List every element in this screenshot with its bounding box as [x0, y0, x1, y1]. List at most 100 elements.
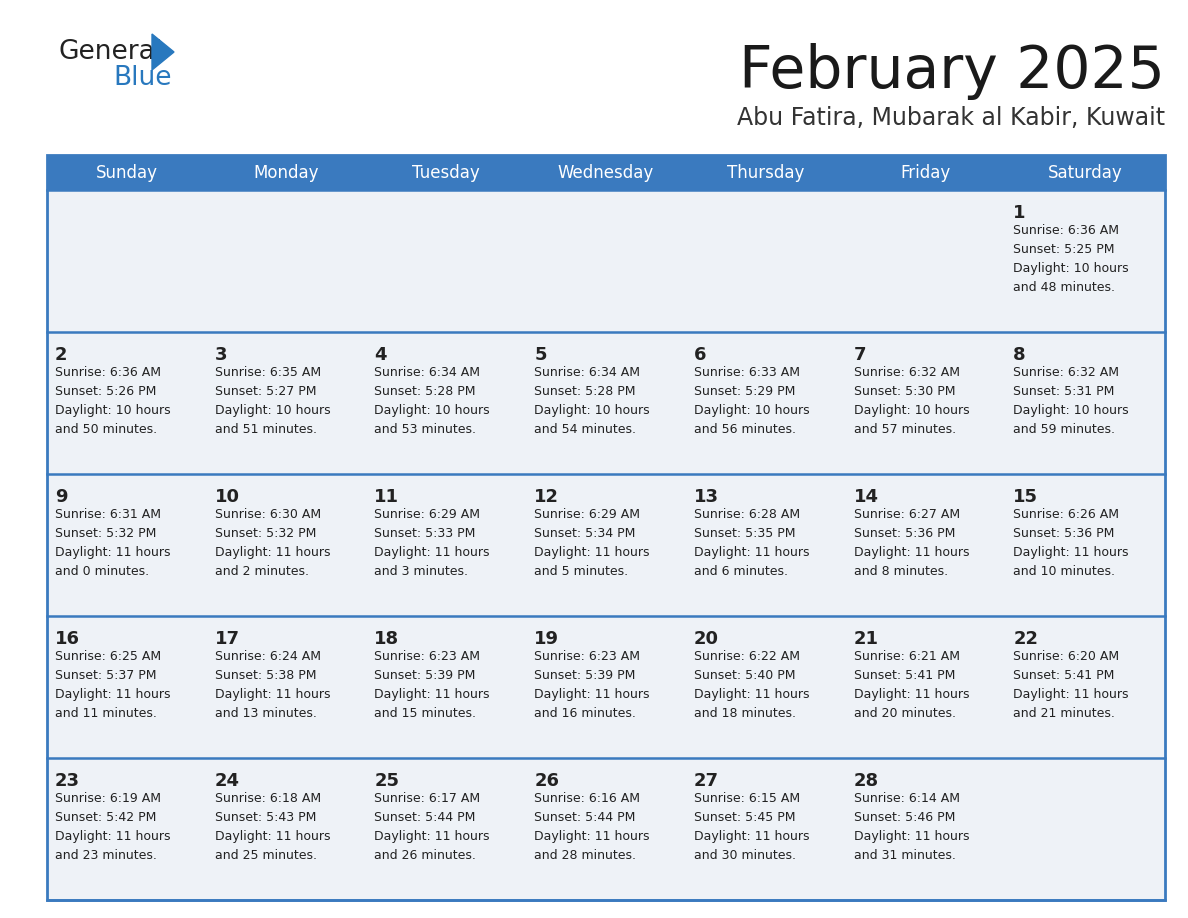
Text: and 56 minutes.: and 56 minutes.	[694, 423, 796, 436]
Text: Thursday: Thursday	[727, 163, 804, 182]
Bar	[366, 190, 526, 332]
Text: Sunrise: 6:18 AM: Sunrise: 6:18 AM	[215, 792, 321, 805]
Text: and 16 minutes.: and 16 minutes.	[535, 707, 636, 720]
Text: Daylight: 10 hours: Daylight: 10 hours	[374, 404, 491, 417]
Text: Sunset: 5:36 PM: Sunset: 5:36 PM	[1013, 527, 1114, 540]
Bar	[366, 616, 526, 758]
Bar	[846, 155, 1005, 190]
Text: 19: 19	[535, 630, 560, 648]
Bar	[48, 332, 207, 474]
Text: and 54 minutes.: and 54 minutes.	[535, 423, 636, 436]
Text: Sunrise: 6:19 AM: Sunrise: 6:19 AM	[55, 792, 162, 805]
Text: Daylight: 11 hours: Daylight: 11 hours	[55, 830, 171, 843]
Bar	[366, 155, 526, 190]
Text: and 23 minutes.: and 23 minutes.	[55, 849, 157, 862]
Bar	[526, 616, 685, 758]
Text: Sunrise: 6:17 AM: Sunrise: 6:17 AM	[374, 792, 481, 805]
Bar	[1005, 616, 1165, 758]
Text: Daylight: 11 hours: Daylight: 11 hours	[535, 688, 650, 701]
Bar	[1005, 332, 1165, 474]
Text: and 50 minutes.: and 50 minutes.	[55, 423, 157, 436]
Text: Sunset: 5:37 PM: Sunset: 5:37 PM	[55, 669, 157, 682]
Text: Saturday: Saturday	[1048, 163, 1123, 182]
Text: Sunset: 5:34 PM: Sunset: 5:34 PM	[535, 527, 636, 540]
Text: 12: 12	[535, 488, 560, 506]
Text: Daylight: 11 hours: Daylight: 11 hours	[1013, 546, 1129, 559]
Text: Wednesday: Wednesday	[558, 163, 655, 182]
Text: Sunset: 5:26 PM: Sunset: 5:26 PM	[55, 385, 157, 398]
Text: 16: 16	[55, 630, 80, 648]
Text: Sunset: 5:41 PM: Sunset: 5:41 PM	[1013, 669, 1114, 682]
Text: Sunset: 5:38 PM: Sunset: 5:38 PM	[215, 669, 316, 682]
Text: Daylight: 11 hours: Daylight: 11 hours	[55, 546, 171, 559]
Text: Sunrise: 6:14 AM: Sunrise: 6:14 AM	[853, 792, 960, 805]
Text: Sunrise: 6:33 AM: Sunrise: 6:33 AM	[694, 366, 800, 379]
Text: Sunrise: 6:25 AM: Sunrise: 6:25 AM	[55, 650, 162, 663]
Text: 17: 17	[215, 630, 240, 648]
Text: Sunrise: 6:22 AM: Sunrise: 6:22 AM	[694, 650, 800, 663]
Text: 22: 22	[1013, 630, 1038, 648]
Text: Sunrise: 6:24 AM: Sunrise: 6:24 AM	[215, 650, 321, 663]
Bar	[48, 155, 1165, 900]
Text: 7: 7	[853, 346, 866, 364]
Text: Sunset: 5:30 PM: Sunset: 5:30 PM	[853, 385, 955, 398]
Bar	[846, 190, 1005, 332]
Text: Daylight: 10 hours: Daylight: 10 hours	[215, 404, 330, 417]
Text: and 2 minutes.: and 2 minutes.	[215, 565, 309, 578]
Bar	[207, 332, 366, 474]
Text: Blue: Blue	[113, 65, 171, 91]
Bar	[1005, 190, 1165, 332]
Text: and 13 minutes.: and 13 minutes.	[215, 707, 316, 720]
Text: Daylight: 11 hours: Daylight: 11 hours	[374, 688, 489, 701]
Text: Daylight: 10 hours: Daylight: 10 hours	[55, 404, 171, 417]
Text: 14: 14	[853, 488, 879, 506]
Bar	[366, 332, 526, 474]
Text: Sunset: 5:39 PM: Sunset: 5:39 PM	[535, 669, 636, 682]
Text: Sunrise: 6:29 AM: Sunrise: 6:29 AM	[374, 508, 480, 521]
Text: and 48 minutes.: and 48 minutes.	[1013, 281, 1116, 294]
Text: and 0 minutes.: and 0 minutes.	[55, 565, 150, 578]
Text: Daylight: 11 hours: Daylight: 11 hours	[694, 830, 809, 843]
Bar	[207, 758, 366, 900]
Text: Sunset: 5:35 PM: Sunset: 5:35 PM	[694, 527, 795, 540]
Text: Daylight: 11 hours: Daylight: 11 hours	[853, 546, 969, 559]
Text: Sunset: 5:29 PM: Sunset: 5:29 PM	[694, 385, 795, 398]
Text: Sunrise: 6:31 AM: Sunrise: 6:31 AM	[55, 508, 162, 521]
Text: Sunrise: 6:15 AM: Sunrise: 6:15 AM	[694, 792, 800, 805]
Bar	[366, 474, 526, 616]
Polygon shape	[152, 34, 173, 70]
Text: 5: 5	[535, 346, 546, 364]
Bar	[526, 190, 685, 332]
Text: Sunset: 5:42 PM: Sunset: 5:42 PM	[55, 811, 157, 824]
Text: Daylight: 11 hours: Daylight: 11 hours	[1013, 688, 1129, 701]
Text: and 3 minutes.: and 3 minutes.	[374, 565, 468, 578]
Text: Sunrise: 6:32 AM: Sunrise: 6:32 AM	[853, 366, 960, 379]
Text: and 18 minutes.: and 18 minutes.	[694, 707, 796, 720]
Text: and 20 minutes.: and 20 minutes.	[853, 707, 955, 720]
Bar	[846, 332, 1005, 474]
Text: Daylight: 11 hours: Daylight: 11 hours	[374, 830, 489, 843]
Bar	[846, 616, 1005, 758]
Text: 26: 26	[535, 772, 560, 790]
Bar	[207, 190, 366, 332]
Text: Daylight: 11 hours: Daylight: 11 hours	[853, 688, 969, 701]
Text: Daylight: 11 hours: Daylight: 11 hours	[853, 830, 969, 843]
Text: Sunrise: 6:36 AM: Sunrise: 6:36 AM	[55, 366, 162, 379]
Bar	[685, 155, 846, 190]
Text: Sunrise: 6:28 AM: Sunrise: 6:28 AM	[694, 508, 800, 521]
Text: Daylight: 10 hours: Daylight: 10 hours	[535, 404, 650, 417]
Text: 23: 23	[55, 772, 80, 790]
Bar	[207, 616, 366, 758]
Text: Sunrise: 6:34 AM: Sunrise: 6:34 AM	[535, 366, 640, 379]
Text: 2: 2	[55, 346, 68, 364]
Text: Daylight: 10 hours: Daylight: 10 hours	[1013, 262, 1129, 275]
Bar	[846, 474, 1005, 616]
Text: Sunday: Sunday	[96, 163, 158, 182]
Text: and 15 minutes.: and 15 minutes.	[374, 707, 476, 720]
Text: and 6 minutes.: and 6 minutes.	[694, 565, 788, 578]
Text: 10: 10	[215, 488, 240, 506]
Text: 21: 21	[853, 630, 879, 648]
Text: and 10 minutes.: and 10 minutes.	[1013, 565, 1116, 578]
Text: Sunrise: 6:29 AM: Sunrise: 6:29 AM	[535, 508, 640, 521]
Text: Sunset: 5:46 PM: Sunset: 5:46 PM	[853, 811, 955, 824]
